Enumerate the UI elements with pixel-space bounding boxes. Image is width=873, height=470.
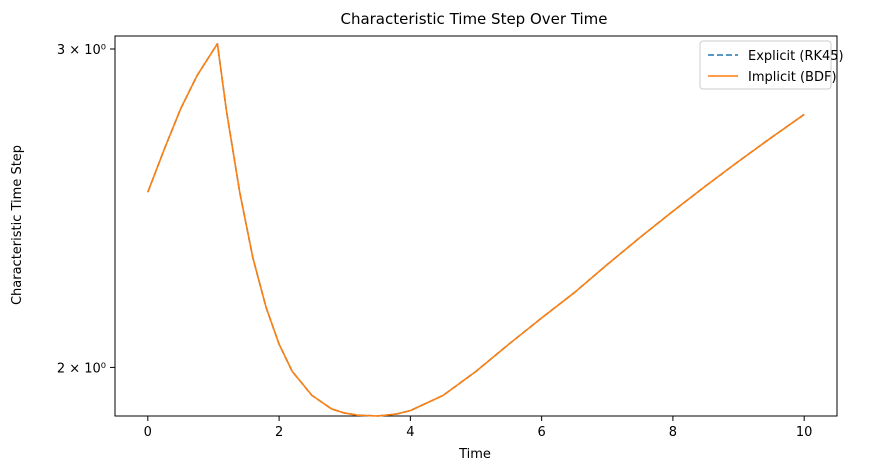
x-tick-label: 4 [406,425,414,440]
x-tick-label: 0 [144,425,152,440]
x-tick-label: 2 [275,425,283,440]
x-tick-label: 6 [537,425,545,440]
legend-entry: Implicit (BDF) [748,70,837,85]
x-tick-label: 10 [796,425,813,440]
chart-title: Characteristic Time Step Over Time [340,10,607,28]
legend-entry: Explicit (RK45) [748,49,844,64]
axes-frame [114,35,838,417]
plot-area: 0 2 4 6 8 10 2 × 10⁰ 3 × 10⁰ Explicit (RK45) Impl… [57,35,844,440]
series-line-implicit-bdf [147,42,805,417]
y-axis-label: Characteristic Time Step [10,145,25,305]
x-tick-label: 8 [669,425,677,440]
y-tick-label: 3 × 10⁰ [57,43,106,58]
y-tick-label: 2 × 10⁰ [57,361,106,376]
legend: Explicit (RK45) Implicit (BDF) [699,40,844,90]
x-axis-label: Time [458,447,491,462]
legend-box [699,40,832,90]
